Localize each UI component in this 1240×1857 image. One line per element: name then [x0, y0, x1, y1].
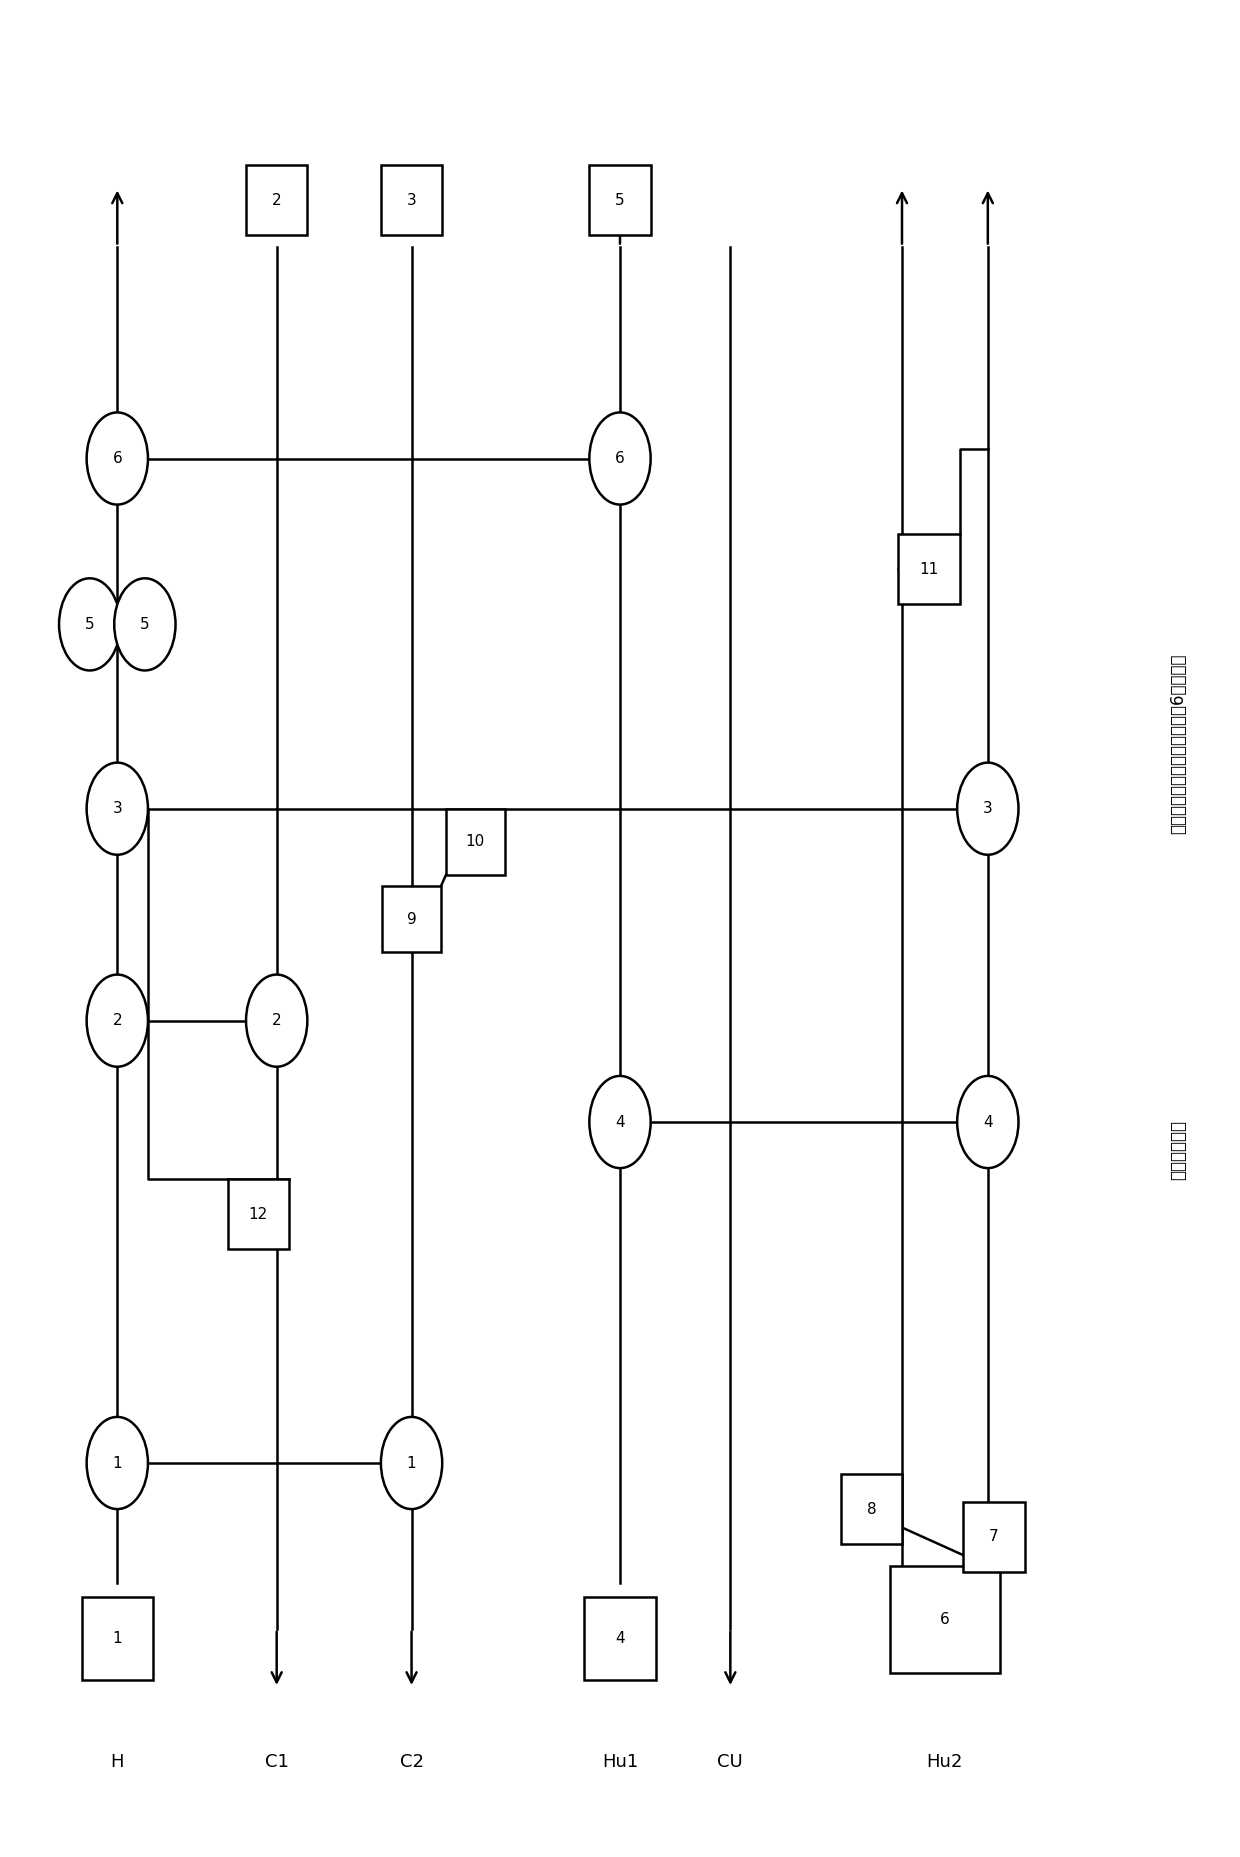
Text: CU: CU: [718, 1753, 743, 1770]
Circle shape: [87, 763, 148, 854]
Text: 1: 1: [113, 1630, 122, 1645]
Circle shape: [60, 578, 120, 670]
Text: C1: C1: [265, 1753, 289, 1770]
Text: 5: 5: [140, 617, 150, 631]
Bar: [382, 886, 441, 953]
Text: Hu2: Hu2: [926, 1753, 963, 1770]
Bar: [898, 535, 960, 604]
Text: 2: 2: [272, 193, 281, 208]
Circle shape: [589, 412, 651, 505]
Text: 2: 2: [272, 1014, 281, 1029]
Circle shape: [87, 975, 148, 1066]
Text: 4: 4: [615, 1114, 625, 1129]
Text: 5: 5: [84, 617, 94, 631]
Text: （现有技术）: （现有技术）: [1169, 1120, 1187, 1179]
Text: 6: 6: [113, 451, 123, 466]
Text: 优化选项之后的夹点设计使用6个交换器: 优化选项之后的夹点设计使用6个交换器: [1169, 654, 1187, 834]
Circle shape: [957, 763, 1018, 854]
Circle shape: [381, 1417, 443, 1510]
Text: 1: 1: [407, 1456, 417, 1471]
Text: 6: 6: [940, 1612, 950, 1627]
Text: 3: 3: [983, 800, 993, 817]
Text: 3: 3: [113, 800, 123, 817]
Text: 12: 12: [249, 1207, 268, 1222]
Circle shape: [589, 1075, 651, 1168]
Circle shape: [957, 1075, 1018, 1168]
Bar: [446, 808, 505, 875]
Bar: [963, 1502, 1024, 1571]
Bar: [589, 165, 651, 236]
Text: C2: C2: [399, 1753, 424, 1770]
Text: 5: 5: [615, 193, 625, 208]
Bar: [82, 1597, 153, 1679]
Text: H: H: [110, 1753, 124, 1770]
Circle shape: [87, 1417, 148, 1510]
Text: 3: 3: [407, 193, 417, 208]
Text: 11: 11: [919, 561, 939, 576]
Text: 2: 2: [113, 1014, 122, 1029]
Circle shape: [114, 578, 176, 670]
Bar: [228, 1179, 289, 1250]
Text: 1: 1: [113, 1456, 122, 1471]
Text: 10: 10: [466, 834, 485, 849]
Bar: [246, 165, 308, 236]
Text: 9: 9: [407, 912, 417, 927]
Circle shape: [246, 975, 308, 1066]
Text: 4: 4: [983, 1114, 993, 1129]
Bar: [841, 1474, 901, 1545]
Bar: [890, 1565, 1001, 1673]
Circle shape: [87, 412, 148, 505]
Bar: [381, 165, 443, 236]
Text: 8: 8: [867, 1502, 877, 1517]
Text: 4: 4: [615, 1630, 625, 1645]
Text: Hu1: Hu1: [601, 1753, 639, 1770]
Bar: [584, 1597, 656, 1679]
Text: 6: 6: [615, 451, 625, 466]
Text: 7: 7: [990, 1528, 998, 1545]
